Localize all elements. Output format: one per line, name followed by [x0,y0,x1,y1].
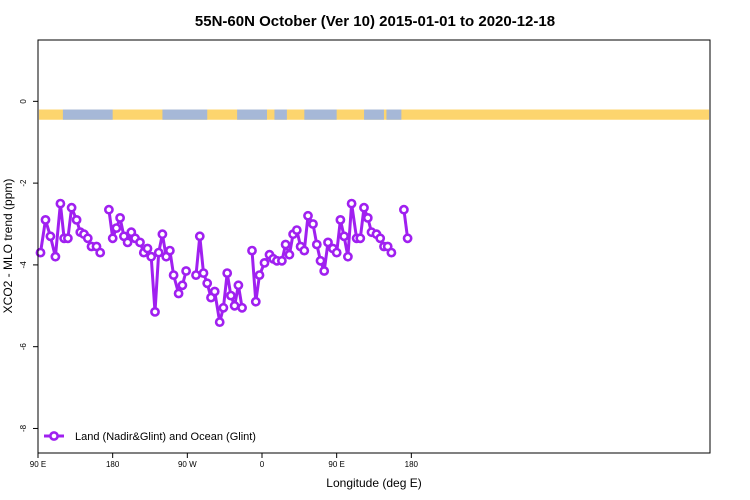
data-point [194,231,205,242]
y-tick-label: 0 [19,99,28,104]
data-point [402,233,413,244]
data-point [122,237,133,248]
x-tick-label: 0 [260,460,265,469]
data-point [225,290,236,301]
data-point [202,278,213,289]
data-point [229,300,240,311]
x-tick-label: 90 W [178,460,197,469]
y-tick-label: -6 [19,343,28,351]
legend: Land (Nadir&Glint) and Ocean (Glint) [44,431,256,443]
data-point [375,233,386,244]
data-point [303,210,313,221]
ocean-strip [237,109,267,120]
data-point [346,198,357,209]
data-point [168,270,179,280]
y-tick-label: -8 [19,424,28,432]
data-point [362,212,373,223]
ocean-strip [274,109,287,120]
data-point [218,302,229,313]
data-point [111,223,122,233]
series-line [107,209,188,314]
data-point [104,204,114,215]
data-point [359,202,369,213]
y-axis: 0 -2 -4 -6 -8 [19,99,38,432]
data-point [209,286,220,297]
x-axis: 90 E 180 90 W 0 90 E 180 [30,453,419,469]
data-point [398,204,409,215]
data-point [233,280,244,291]
data-point [335,214,346,225]
x-tick-label: 90 E [328,460,344,469]
data-point [323,237,333,248]
data-point [259,257,270,268]
data-point [280,239,291,250]
y-tick-label: -4 [19,261,28,269]
data-point [250,296,261,307]
x-axis-label: Longitude (deg E) [326,476,421,490]
data-point [311,239,322,250]
ocean-strip [304,109,337,120]
legend-marker [49,431,59,441]
ocean-strip [386,109,402,120]
data-point [214,317,225,327]
data-point [198,268,209,278]
data-point [173,288,184,299]
data-point [95,247,106,258]
data-point [146,251,157,262]
x-tick-label: 180 [405,460,419,469]
data-point [308,219,318,229]
data-point [71,214,82,225]
data-point [66,202,77,213]
data-point [284,249,295,260]
data-point [222,268,233,278]
data-point [331,247,342,258]
series-group [35,198,413,327]
data-point [107,233,118,244]
data-point [291,225,302,235]
data-point [339,231,349,242]
data-point [386,247,397,258]
legend-label: Land (Nadir&Glint) and Ocean (Glint) [75,431,256,443]
ocean-strip [364,109,384,120]
ocean-strip [62,109,113,120]
data-point [254,270,265,280]
data-point [355,233,366,244]
data-point [191,270,201,280]
land-ocean-band [39,109,709,120]
data-point [299,245,310,256]
data-point [342,251,353,262]
data-point [135,237,145,248]
data-point [247,245,257,256]
x-tick-label: 90 E [30,460,46,469]
data-point [40,214,51,225]
data-point [115,212,125,223]
data-point [315,255,326,266]
data-point [142,243,153,254]
data-point [157,229,168,240]
data-point [181,266,191,276]
data-point [55,198,66,209]
data-point [319,266,330,276]
data-point [177,280,188,291]
data-point [153,247,164,258]
data-point [150,306,160,317]
chart-title: 55N-60N October (Ver 10) 2015-01-01 to 2… [195,13,555,30]
data-point [237,302,247,313]
data-point [63,233,73,244]
plot-frame [37,39,711,454]
ocean-strip [162,109,208,120]
y-axis-label: XCO2 - MLO trend (ppm) [1,179,15,314]
data-point [50,251,61,262]
data-point [35,247,46,258]
x-tick-label: 180 [106,460,120,469]
data-point [82,233,93,244]
data-point [45,231,56,242]
data-point [276,255,287,266]
data-point [164,245,175,256]
y-tick-label: -2 [19,179,28,187]
